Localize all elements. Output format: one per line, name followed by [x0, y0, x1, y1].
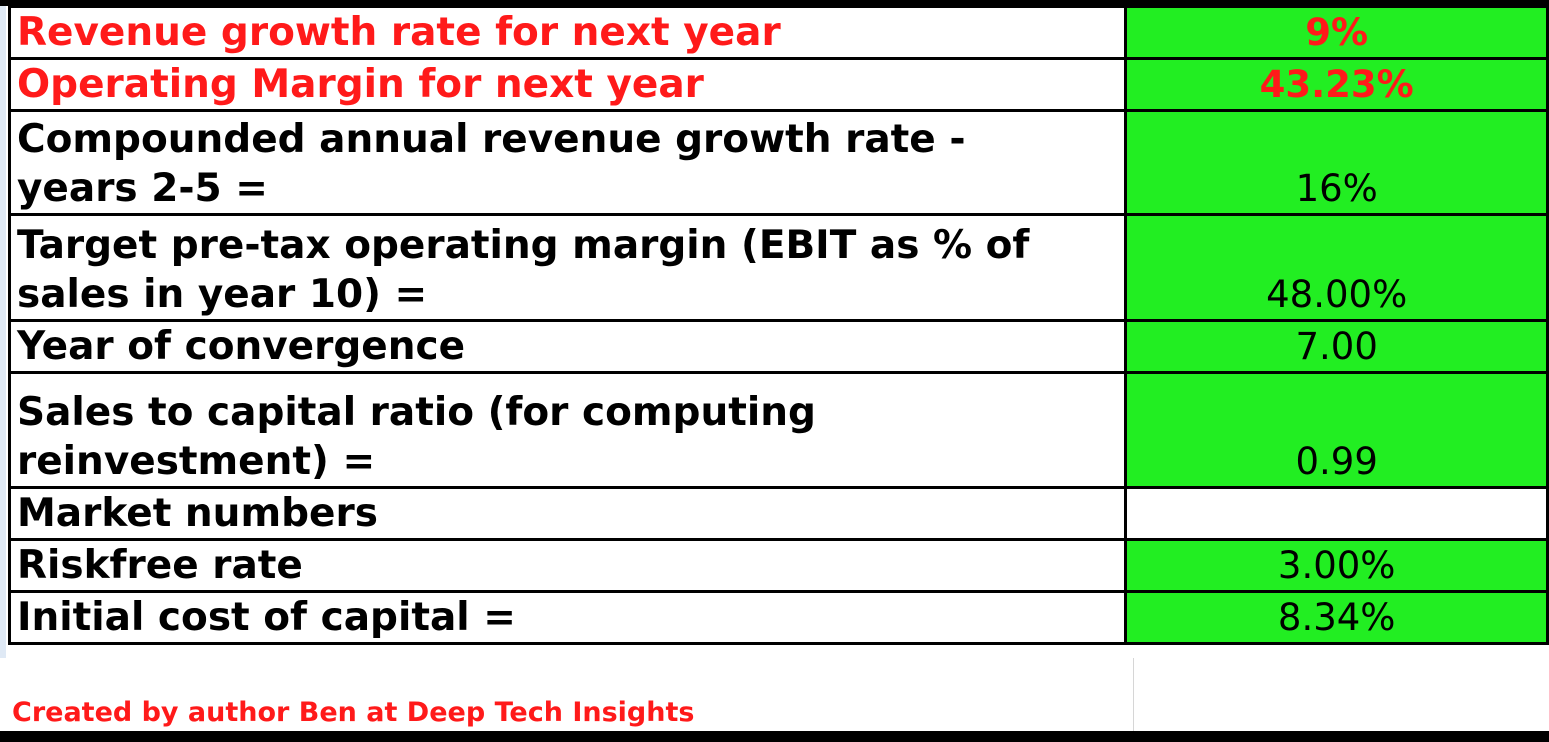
label-line: Target pre-tax operating margin (EBIT as… [17, 223, 1030, 268]
label-cagr-years-2-5[interactable]: Compounded annual revenue growth rate -y… [7, 109, 1128, 216]
table-row: Sales to capital ratio (for computing rei… [7, 371, 1549, 489]
value-initial-cost-of-capital[interactable]: 8.34% [1124, 590, 1549, 645]
table-row: Riskfree rate 3.00% [7, 538, 1549, 593]
table-row: Revenue growth rate for next year 9% [7, 5, 1549, 60]
value-riskfree-rate[interactable]: 3.00% [1124, 538, 1549, 593]
bottom-border [0, 731, 1549, 742]
value-cagr-years-2-5[interactable]: 16% [1124, 109, 1549, 216]
table-row: Operating Margin for next year 43.23% [7, 57, 1549, 112]
top-border [0, 0, 1549, 6]
value-year-of-convergence[interactable]: 7.00 [1124, 319, 1549, 374]
table-row: Year of convergence 7.00 [7, 319, 1549, 374]
label-market-numbers[interactable]: Market numbers [7, 486, 1128, 541]
label-initial-cost-of-capital[interactable]: Initial cost of capital = [7, 590, 1128, 645]
label-year-of-convergence[interactable]: Year of convergence [7, 319, 1128, 374]
table-row: Initial cost of capital = 8.34% [7, 590, 1549, 645]
label-line: Sales to capital ratio (for computing [17, 390, 816, 435]
column-gridline [1133, 658, 1134, 731]
table-row: Compounded annual revenue growth rate -y… [7, 109, 1549, 216]
label-operating-margin-next-year[interactable]: Operating Margin for next year [7, 57, 1128, 112]
label-line: years 2-5 = [17, 166, 268, 211]
table-row: Target pre-tax operating margin (EBIT as… [7, 213, 1549, 322]
footer-area [0, 658, 1549, 731]
value-operating-margin-next-year[interactable]: 43.23% [1124, 57, 1549, 112]
value-revenue-growth-next-year[interactable]: 9% [1124, 5, 1549, 60]
table-row: Market numbers [7, 486, 1549, 541]
label-sales-to-capital[interactable]: Sales to capital ratio (for computing rei… [7, 371, 1128, 489]
label-line: Compounded annual revenue growth rate - [17, 117, 966, 162]
credit-text[interactable]: Created by author Ben at Deep Tech Insig… [12, 697, 695, 728]
label-line: sales in year 10) = [17, 272, 428, 317]
value-market-numbers[interactable] [1124, 486, 1549, 541]
label-riskfree-rate[interactable]: Riskfree rate [7, 538, 1128, 593]
value-sales-to-capital[interactable]: 0.99 [1124, 371, 1549, 489]
valuation-inputs-table: Revenue growth rate for next year 9% Ope… [7, 5, 1549, 645]
label-target-operating-margin[interactable]: Target pre-tax operating margin (EBIT as… [7, 213, 1128, 322]
value-target-operating-margin[interactable]: 48.00% [1124, 213, 1549, 322]
label-revenue-growth-next-year[interactable]: Revenue growth rate for next year [7, 5, 1128, 60]
label-line: reinvestment) = [17, 439, 376, 484]
row-header-strip [0, 6, 6, 731]
